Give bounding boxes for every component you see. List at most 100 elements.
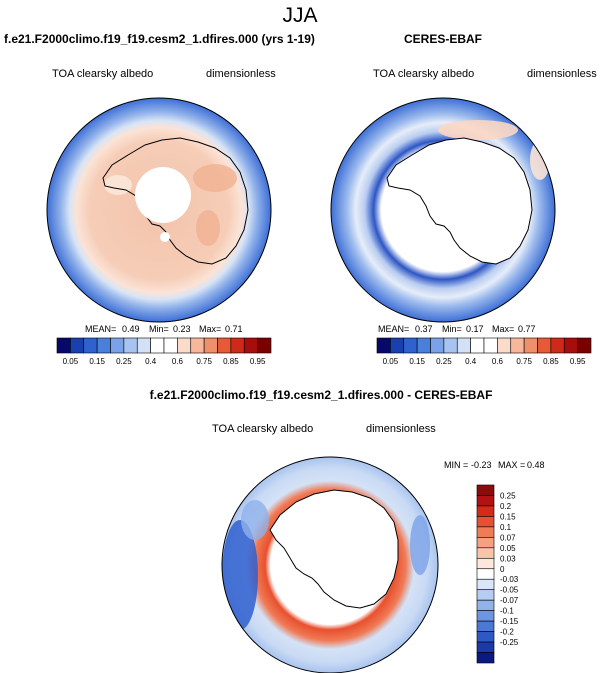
colorbar-tick-label: 0.05 [500,544,516,553]
colorbar-tick-label: 0.4 [465,357,477,366]
colorbar-swatch [203,337,218,354]
colorbar-swatch [476,547,495,559]
panel-diff-frame [221,456,439,673]
panel-model-min: 0.23 [173,324,191,334]
panel-diff-coastline [269,489,399,609]
colorbar-tick-label: 0.85 [543,357,559,366]
colorbar-swatch [110,337,125,354]
panel-model-stats: MEAN= 0.49 Min= 0.23 Max= 0.71 [85,324,243,334]
colorbar-swatch [136,337,151,354]
colorbar-swatch [476,484,495,496]
panel-diff-max-label: MAX = [498,460,525,470]
colorbar-swatch [563,337,578,354]
colorbar-tick-label: -0.03 [500,575,519,584]
colorbar-swatch [83,337,98,354]
colorbar-swatch [476,641,495,653]
panel-diff-min-label: MIN = [444,460,468,470]
panel-diff-title: f.e21.F2000climo.f19_f19.cesm2_1.dfires.… [150,388,493,402]
panel-model-max: 0.71 [225,324,243,334]
panel-model-max-label: Max= [199,324,221,334]
panel-obs-map [331,98,555,322]
colorbar-swatch [476,610,495,622]
panel-model-polar-hole [135,167,191,223]
colorbar-tick-label: 0.15 [409,357,425,366]
panel-model-units: dimensionless [206,68,276,80]
panel-obs-stats: MEAN= 0.37 Min= 0.17 Max= 0.77 [378,324,536,334]
colorbar-swatch [243,337,258,354]
colorbar-swatch [56,337,71,354]
colorbar-tick-label: 0.95 [570,357,586,366]
colorbar-tick-label: 0.25 [500,491,516,500]
panel-model-min-label: Min= [149,324,169,334]
colorbar-swatch [476,557,495,570]
panel-model-variable: TOA clearsky albedo [52,68,153,80]
colorbar-tick-label: 0.6 [172,357,184,366]
colorbar-swatch [476,599,495,611]
colorbar-tick-label: 0.4 [145,357,157,366]
colorbar-tick-label: 0.15 [500,512,516,521]
colorbar-tick-label: -0.2 [500,628,514,637]
colorbar-tick-label: -0.07 [500,596,519,605]
colorbar-swatch [430,337,445,354]
colorbar-swatch [476,537,495,549]
panel-obs-frame [330,97,556,323]
colorbar-swatch [476,589,495,601]
colorbar-tick-label: 0.25 [436,357,452,366]
colorbar-swatch [376,337,391,354]
colorbar-swatch [483,337,498,354]
colorbar-tick-label: 0.15 [89,357,105,366]
colorbar-swatch [470,337,485,354]
panel-obs-mean-label: MEAN= [378,324,409,334]
panel-obs-units: dimensionless [527,68,597,80]
colorbar-swatch [523,337,538,354]
colorbar-swatch [443,337,458,354]
panel-model-title: f.e21.F2000climo.f19_f19.cesm2_1.dfires.… [4,32,315,46]
colorbar-swatch [476,620,495,632]
colorbar-swatch [163,337,178,354]
colorbar-swatch [403,337,418,354]
panel-diff-colorbar: 0.250.20.150.10.070.050.030-0.03-0.05-0.… [476,484,519,664]
panel-model-mean-label: MEAN= [85,324,116,334]
colorbar-tick-label: -0.15 [500,617,519,626]
colorbar-swatch [257,337,272,354]
colorbar-swatch [497,337,512,354]
colorbar-tick-label: 0.03 [500,554,516,563]
colorbar-swatch [476,495,495,507]
panel-model-map [47,98,271,322]
colorbar-swatch [550,337,565,354]
colorbar-swatch [510,337,525,354]
colorbar-swatch [476,516,495,528]
panel-model-frame [46,97,272,323]
colorbar-tick-label: 0.95 [250,357,266,366]
colorbar-tick-label: 0.1 [500,523,512,532]
panel-obs-max-label: Max= [492,324,514,334]
colorbar-tick-label: -0.25 [500,638,519,647]
colorbar-tick-label: 0.05 [383,357,399,366]
colorbar-tick-label: 0.6 [492,357,504,366]
colorbar-swatch [150,337,165,354]
panel-obs-max: 0.77 [518,324,536,334]
panel-obs-min: 0.17 [466,324,484,334]
panel-obs-coastline [386,137,533,265]
colorbar-tick-label: 0.05 [63,357,79,366]
figure-title: JJA [282,4,317,27]
panel-model: f.e21.F2000climo.f19_f19.cesm2_1.dfires.… [4,32,315,366]
colorbar-tick-label: 0.25 [116,357,132,366]
panel-model-mean: 0.49 [122,324,140,334]
colorbar-swatch [456,337,471,354]
colorbar-swatch [476,505,495,517]
panel-diff-min: -0.23 [471,460,492,470]
panel-diff-stats: MIN = -0.23 MAX = 0.48 [444,460,545,470]
colorbar-swatch [70,337,85,354]
panel-diff-max: 0.48 [527,460,545,470]
panel-diff-variable: TOA clearsky albedo [212,423,313,435]
colorbar-swatch [390,337,405,354]
colorbar-tick-label: 0.85 [223,357,239,366]
colorbar-swatch [230,337,245,354]
colorbar-tick-label: 0 [500,565,505,574]
colorbar-swatch [177,337,192,354]
colorbar-tick-label: 0.2 [500,502,512,511]
colorbar-swatch [476,526,495,538]
colorbar-swatch [537,337,552,354]
colorbar-swatch [577,337,592,354]
